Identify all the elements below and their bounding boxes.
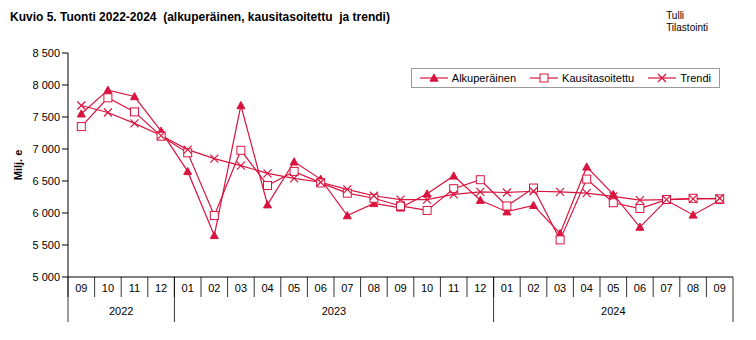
svg-text:04: 04: [261, 282, 273, 294]
svg-text:08: 08: [687, 282, 699, 294]
svg-text:7 000: 7 000: [32, 143, 60, 155]
svg-text:11: 11: [448, 282, 459, 294]
svg-text:2024: 2024: [601, 305, 625, 317]
svg-text:10: 10: [102, 282, 114, 294]
svg-text:07: 07: [660, 282, 672, 294]
svg-text:5 000: 5 000: [32, 271, 60, 283]
svg-text:06: 06: [634, 282, 646, 294]
html-text:Alkuperäinen: Alkuperäinen: [451, 72, 517, 84]
svg-text:09: 09: [75, 282, 87, 294]
svg-text:06: 06: [315, 282, 327, 294]
svg-text:01: 01: [182, 282, 194, 294]
svg-text:02: 02: [527, 282, 539, 294]
svg-text:6 500: 6 500: [32, 175, 60, 187]
html-text:Trendi: Trendi: [680, 72, 711, 84]
svg-text:2023: 2023: [322, 305, 346, 317]
svg-text:03: 03: [554, 282, 566, 294]
svg-text:11: 11: [129, 282, 140, 294]
svg-text:04: 04: [581, 282, 593, 294]
svg-text:09: 09: [394, 282, 406, 294]
svg-text:7 500: 7 500: [32, 111, 60, 123]
svg-text:8 500: 8 500: [32, 47, 60, 59]
svg-text:09: 09: [714, 282, 726, 294]
svg-text:Milj. e: Milj. e: [12, 150, 24, 181]
svg-text:07: 07: [341, 282, 353, 294]
svg-text:03: 03: [235, 282, 247, 294]
svg-text:12: 12: [155, 282, 167, 294]
html-text:Tulli: Tulli: [666, 10, 685, 21]
svg-text:8 000: 8 000: [32, 79, 60, 91]
svg-text:05: 05: [288, 282, 300, 294]
html-text:Tilastointi: Tilastointi: [666, 22, 708, 33]
html-text:Kausitasoitettu: Kausitasoitettu: [562, 72, 635, 84]
svg-text:2022: 2022: [109, 305, 133, 317]
svg-text:05: 05: [607, 282, 619, 294]
svg-text:08: 08: [368, 282, 380, 294]
svg-text:6 000: 6 000: [32, 207, 60, 219]
html-text:Kuvio 5. Tuonti 2022-2024 (alk: Kuvio 5. Tuonti 2022-2024 (alkuperäinen,…: [10, 10, 390, 24]
svg-text:12: 12: [474, 282, 486, 294]
svg-text:02: 02: [208, 282, 220, 294]
svg-text:10: 10: [421, 282, 433, 294]
svg-text:5 500: 5 500: [32, 239, 60, 251]
svg-text:01: 01: [501, 282, 513, 294]
